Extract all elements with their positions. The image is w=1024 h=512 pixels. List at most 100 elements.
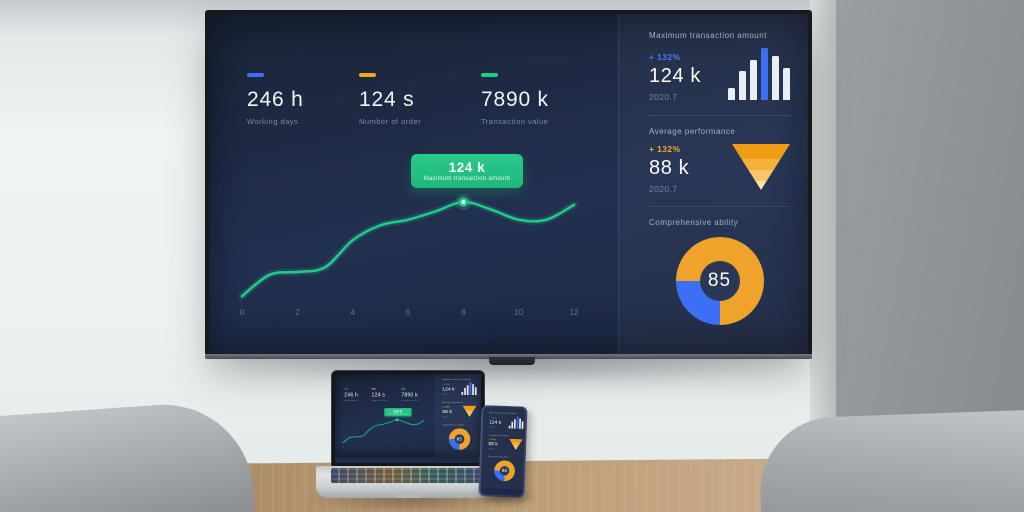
laptop-screen: 246 h Working days 124 s Number of order… (332, 371, 484, 466)
card-title: Comprehensive ability (442, 423, 464, 426)
tv-screen: 246 h Working days 124 s Number of order… (209, 14, 808, 356)
stat-indicator (481, 73, 498, 77)
funnel-chart (732, 144, 790, 190)
card-value: 88 k (488, 441, 498, 447)
stat-transaction-value: 7890 k Transaction value (401, 388, 428, 401)
card-comprehensive-ability: Comprehensive ability 85 (649, 206, 790, 325)
stat-value: 7890 k (481, 88, 549, 111)
card-value: 124 k (489, 419, 502, 426)
x-tick: 8 (461, 308, 466, 317)
delta-badge: + 132% (649, 52, 681, 62)
card-title: Maximum transaction amount (442, 378, 471, 381)
donut-chart: 85 (448, 428, 471, 450)
sidebar: Maximum transaction amount + 132% 124 k … (481, 407, 526, 489)
donut-chart: 85 (675, 237, 764, 325)
card-title: Comprehensive ability (487, 455, 509, 459)
card-period: 2020.7 (649, 184, 678, 194)
x-tick: 12 (569, 308, 579, 317)
bar (466, 385, 469, 395)
card-title: Average performance (442, 401, 464, 404)
card-title: Maximum transaction amount (649, 31, 767, 40)
bar (472, 384, 474, 395)
stat-label: Transaction value (481, 117, 549, 126)
bar (461, 391, 464, 395)
x-tick: 2 (295, 308, 300, 317)
bar (728, 87, 735, 100)
stat-value: 7890 k (401, 392, 418, 398)
card-title: Average performance (488, 434, 509, 437)
stat-value: 124 s (371, 392, 386, 398)
bar (772, 56, 779, 100)
sidebar: Maximum transaction amount + 132% 124 k … (618, 14, 808, 356)
funnel-chart (509, 439, 523, 450)
stat-number-of-order: 124 s Number of order (359, 73, 481, 126)
x-tick: 8 (396, 445, 398, 448)
x-tick: 0 (239, 308, 245, 317)
card-title: Maximum transaction amount (489, 411, 518, 415)
card-maximum-transaction: Maximum transaction amount + 132% 124 k … (489, 408, 524, 433)
stat-label: Transaction value (401, 399, 418, 402)
funnel-band (462, 414, 477, 417)
stat-working-days: 246 h Working days (344, 388, 371, 401)
delta-badge: + 132% (442, 405, 450, 409)
funnel-band (732, 169, 790, 181)
bar (464, 387, 466, 395)
line-chart (238, 194, 578, 300)
x-axis: 0 2 4 6 8 10 12 (335, 446, 435, 449)
tooltip-value: 124 k (393, 409, 403, 414)
dashboard: 246 h Working days 124 s Number of order… (335, 374, 481, 458)
office-chair-left (0, 398, 257, 512)
delta-badge: + 132% (442, 383, 450, 386)
donut-score: 85 (707, 270, 732, 291)
bar (469, 382, 472, 395)
card-value: 88 k (649, 157, 690, 179)
stats-row: 246 h Working days 124 s Number of order… (344, 388, 428, 401)
mini-bar-chart (461, 382, 477, 395)
x-tick: 4 (369, 445, 371, 448)
stat-value: 246 h (344, 392, 359, 398)
dashboard-main-panel: 246 h Working days 124 s Number of order… (209, 14, 618, 356)
funnel-band (732, 144, 790, 159)
stat-working-days: 246 h Working days (247, 73, 359, 126)
bar (761, 48, 768, 100)
tooltip-value: 124 k (448, 160, 486, 175)
funnel-band (732, 158, 790, 170)
card-comprehensive-ability: Comprehensive ability 85 (487, 452, 523, 482)
bar (508, 425, 511, 429)
bar (511, 421, 514, 429)
card-value: 88 k (442, 408, 453, 415)
phone-screen: Maximum transaction amount + 132% 124 k … (480, 407, 526, 496)
stat-label: Working days (247, 117, 299, 126)
stat-indicator (247, 73, 264, 77)
card-average-performance: Average performance + 132% 88 k 2020.7 (488, 431, 524, 454)
x-tick: 4 (350, 308, 355, 317)
stat-label: Working days (344, 399, 357, 402)
stat-indicator (344, 388, 349, 390)
line-chart (342, 417, 425, 444)
tv: 246 h Working days 124 s Number of order… (205, 10, 812, 356)
card-title: Comprehensive ability (649, 218, 739, 227)
dashboard-main-panel: 246 h Working days 124 s Number of order… (335, 374, 435, 457)
card-period: 2020.7 (649, 92, 678, 102)
funnel-band (509, 447, 523, 450)
smartphone: Maximum transaction amount + 132% 124 k … (478, 405, 528, 498)
chart-tooltip: 124 k Maximum transaction amount (384, 408, 412, 417)
tooltip-label: Maximum transaction amount (423, 176, 511, 182)
card-average-performance: Average performance + 132% 88 k 2020.7 (649, 115, 790, 206)
card-period: 2020.7 (442, 393, 450, 396)
laptop-base (316, 466, 500, 498)
stat-label: Number of order (359, 117, 422, 126)
stat-indicator (401, 388, 406, 390)
bar (750, 60, 757, 100)
funnel-band (462, 411, 477, 415)
tv-bottom-bezel (205, 354, 812, 359)
funnel-chart (462, 405, 477, 417)
donut-score: 85 (456, 436, 463, 442)
mini-bar-chart (728, 48, 790, 100)
x-tick: 10 (514, 308, 524, 317)
stat-label: Number of order (371, 399, 387, 402)
funnel-band (732, 180, 790, 190)
card-maximum-transaction: Maximum transaction amount + 132% 124 k … (442, 374, 477, 399)
chart-tooltip: 124 k Maximum transaction amount (411, 154, 523, 188)
bar (521, 421, 524, 429)
